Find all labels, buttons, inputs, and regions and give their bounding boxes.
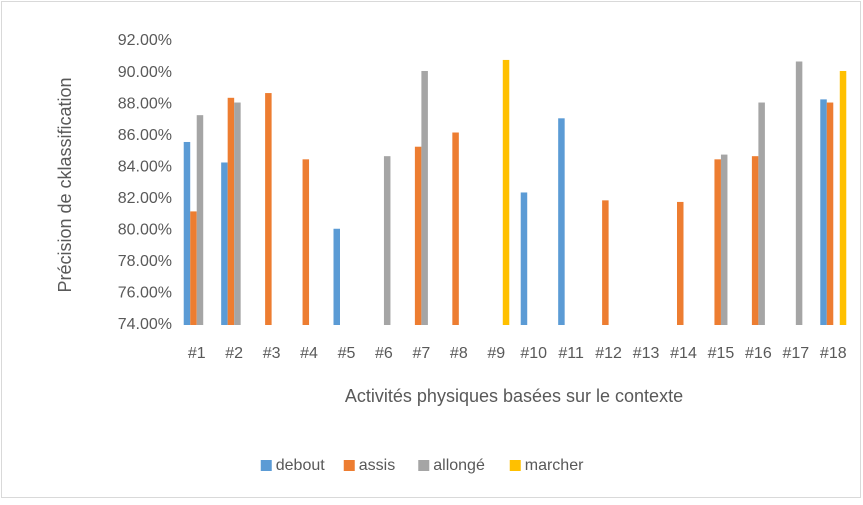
legend-label: allongé: [433, 457, 485, 474]
bar: [302, 159, 310, 325]
x-tick-label: #16: [745, 345, 772, 362]
y-tick-label: 82.00%: [118, 190, 172, 207]
x-tick-label: #12: [595, 345, 622, 362]
bar: [720, 154, 728, 325]
legend-label: debout: [276, 457, 325, 474]
x-tick-label: #13: [633, 345, 660, 362]
legend-swatch: [509, 460, 521, 471]
bar: [221, 162, 228, 325]
bar: [227, 97, 235, 325]
x-tick-label: #2: [225, 345, 243, 362]
x-axis-title: Activités physiques basées sur le contex…: [345, 386, 683, 406]
x-tick-label: #17: [782, 345, 809, 362]
bar: [751, 156, 759, 325]
x-tick-label: #15: [708, 345, 735, 362]
bar: [839, 70, 847, 325]
bar: [820, 99, 827, 325]
x-tick-label: #11: [558, 345, 584, 362]
x-tick-label: #8: [450, 345, 468, 362]
x-tick-label: #1: [188, 345, 206, 362]
y-tick-label: 92.00%: [118, 32, 172, 49]
y-tick-label: 84.00%: [118, 158, 172, 175]
bar: [196, 115, 204, 326]
bar: [602, 200, 609, 325]
x-tick-label: #4: [300, 345, 318, 362]
y-tick-label: 86.00%: [118, 127, 172, 144]
bar: [758, 102, 765, 326]
bar: [520, 192, 528, 325]
y-tick-label: 80.00%: [118, 222, 172, 239]
legend-swatch: [260, 460, 272, 471]
bar: [234, 102, 241, 326]
x-tick-label: #7: [412, 345, 430, 362]
x-tick-label: #9: [487, 345, 505, 362]
x-tick-label: #3: [263, 345, 281, 362]
legend-label: marcher: [525, 457, 584, 474]
bar: [714, 159, 721, 325]
bar: [452, 132, 459, 325]
bar: [826, 102, 834, 326]
y-tick-label: 90.00%: [118, 64, 172, 81]
x-tick-label: #10: [520, 345, 547, 362]
bar: [183, 141, 191, 325]
x-tick-label: #18: [820, 345, 847, 362]
bar: [414, 146, 422, 325]
bar: [677, 201, 684, 325]
legend-swatch: [343, 460, 355, 471]
bar: [333, 228, 340, 325]
bar: [502, 59, 510, 325]
x-tick-label: #14: [670, 345, 697, 362]
legend-swatch: [418, 460, 430, 471]
y-tick-label: 88.00%: [118, 95, 172, 112]
x-tick-label: #6: [375, 345, 393, 362]
bar: [558, 118, 565, 325]
y-tick-label: 78.00%: [118, 253, 172, 270]
y-tick-label: 74.00%: [118, 316, 172, 333]
bar: [795, 61, 803, 326]
bar: [421, 70, 428, 325]
bar: [383, 156, 391, 325]
x-tick-label: #5: [338, 345, 356, 362]
y-axis-title: Précision de cklassification: [55, 77, 75, 292]
bar: [190, 211, 197, 325]
bar: [265, 93, 272, 325]
legend-label: assis: [359, 457, 395, 474]
y-tick-label: 76.00%: [118, 285, 172, 302]
